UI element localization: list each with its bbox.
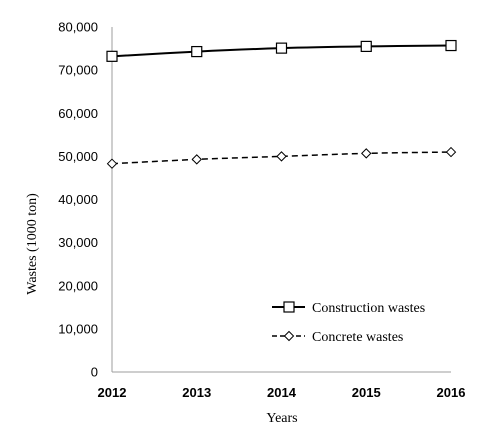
data-point-construction-wastes (106, 50, 118, 62)
y-tick-label: 30,000 (58, 235, 98, 250)
legend-item-concrete-wastes: Concrete wastes (272, 330, 403, 345)
legend-item-construction-wastes: Construction wastes (272, 301, 425, 316)
data-point-construction-wastes (360, 40, 372, 53)
legend-label-concrete-wastes: Concrete wastes (312, 330, 403, 345)
y-tick-labels: 0 10,000 20,000 30,000 40,000 50,000 60,000 70,… (58, 20, 98, 380)
x-tick-label: 2015 (352, 385, 381, 400)
data-point-concrete-wastes (191, 154, 202, 165)
y-tick-label: 70,000 (58, 63, 98, 78)
y-tick-label: 10,000 (58, 321, 98, 336)
data-point-concrete-wastes (106, 158, 118, 169)
data-point-construction-wastes (275, 42, 288, 54)
legend: Construction wastes Concrete wastes (272, 301, 425, 345)
x-tick-label: 2016 (437, 385, 466, 400)
y-tick-label: 20,000 (58, 278, 98, 293)
legend-swatch-marker-concrete (283, 330, 295, 342)
x-tick-label: 2012 (98, 385, 127, 400)
x-tick-labels: 2012 2013 2014 2015 2016 (98, 385, 466, 400)
x-tick-label: 2013 (182, 385, 211, 400)
series-layer (106, 39, 457, 169)
y-tick-label: 40,000 (58, 192, 98, 207)
data-point-construction-wastes (191, 45, 203, 58)
y-tick-label: 80,000 (58, 20, 98, 35)
legend-swatch-marker-construction (283, 301, 295, 313)
data-point-concrete-wastes (276, 151, 287, 162)
data-point-concrete-wastes (445, 146, 457, 158)
x-tick-label: 2014 (267, 385, 297, 400)
data-point-concrete-wastes (361, 148, 372, 159)
y-tick-label: 50,000 (58, 149, 98, 164)
y-tick-label: 60,000 (58, 106, 98, 121)
data-point-construction-wastes (445, 39, 457, 52)
x-axis-title: Years (266, 411, 297, 426)
axes (111, 27, 451, 373)
y-tick-label: 0 (91, 365, 98, 380)
y-axis-title: Wastes (1000 ton) (25, 193, 40, 295)
legend-label-construction-wastes: Construction wastes (312, 301, 425, 316)
series-line-concrete-wastes (111, 151, 452, 165)
